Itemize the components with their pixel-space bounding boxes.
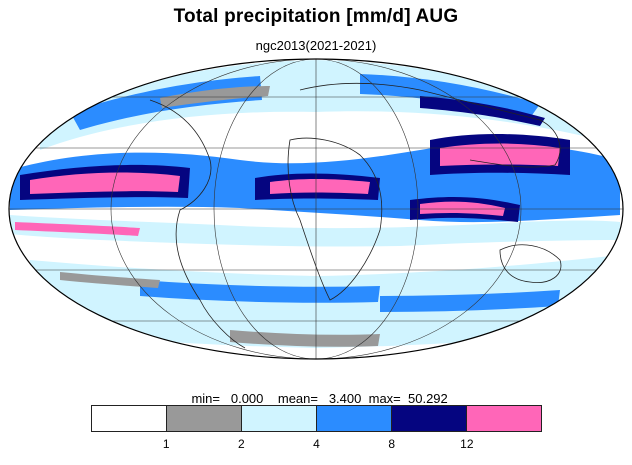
precip-patch-asia-dark [420, 96, 545, 126]
max-value: 50.292 [408, 391, 448, 406]
globe-outline [8, 58, 624, 360]
precip-band-north-light [40, 60, 600, 150]
legend-tick-label: 12 [460, 437, 474, 451]
precip-band-south-subtropics [10, 215, 620, 247]
precip-itcz-pacific-heavy [30, 172, 180, 194]
mean-value: 3.400 [328, 391, 362, 406]
statistics-line: min= 0.000 mean= 3.400 max= 50.292 [0, 376, 632, 406]
precip-gray-south [60, 272, 160, 288]
precip-storm-track-1 [140, 280, 380, 303]
coastlines [149, 82, 562, 349]
precip-spcz-heavy [15, 222, 140, 236]
graticule [9, 59, 623, 359]
legend-color-cell [92, 406, 167, 431]
legend-color-cell [317, 406, 392, 431]
map-field [9, 59, 623, 359]
mean-label: mean= [277, 391, 318, 406]
legend-tick-label: 4 [313, 437, 320, 451]
legend-color-cell [392, 406, 467, 431]
legend-tick-label: 1 [162, 437, 170, 451]
precip-monsoon-asia-heavy [440, 143, 560, 166]
map-title: Total precipitation [mm/d] AUG [173, 6, 459, 27]
legend-color-cell [242, 406, 317, 431]
color-legend [91, 405, 542, 432]
legend-tick-label: 2 [237, 437, 245, 451]
precip-itcz-africa-heavy [270, 179, 370, 194]
map-subtitle: ngc2013(2021-2021) [255, 38, 377, 53]
max-label: max= [368, 391, 401, 406]
precip-gray-antarctic [230, 330, 380, 347]
min-value: 0.000 [230, 391, 264, 406]
min-label: min= [191, 391, 221, 406]
legend-color-cell [167, 406, 242, 431]
legend-color-cell [467, 406, 541, 431]
precip-storm-track-2 [380, 290, 560, 312]
legend-tick-label: 8 [388, 437, 395, 451]
